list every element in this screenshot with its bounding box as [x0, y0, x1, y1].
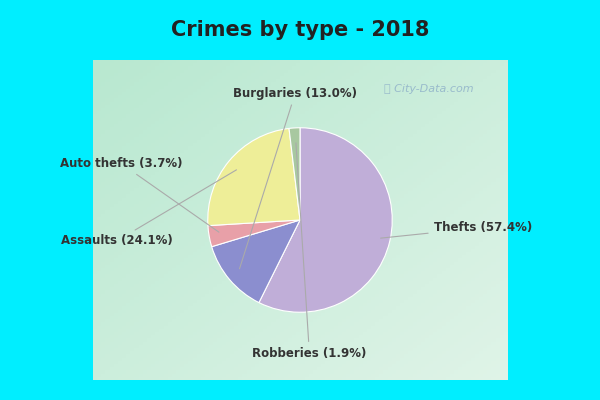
Wedge shape	[208, 128, 300, 226]
Wedge shape	[212, 220, 300, 302]
Wedge shape	[208, 220, 300, 247]
Text: Assaults (24.1%): Assaults (24.1%)	[61, 170, 236, 247]
Title: Crimes by type - 2018: Crimes by type - 2018	[171, 20, 429, 40]
Wedge shape	[289, 128, 300, 220]
Text: Thefts (57.4%): Thefts (57.4%)	[380, 221, 532, 238]
Text: Auto thefts (3.7%): Auto thefts (3.7%)	[60, 157, 219, 232]
Text: ⓘ City-Data.com: ⓘ City-Data.com	[385, 84, 474, 94]
Text: Burglaries (13.0%): Burglaries (13.0%)	[233, 86, 357, 269]
Text: Robberies (1.9%): Robberies (1.9%)	[252, 143, 367, 360]
Wedge shape	[259, 128, 392, 312]
